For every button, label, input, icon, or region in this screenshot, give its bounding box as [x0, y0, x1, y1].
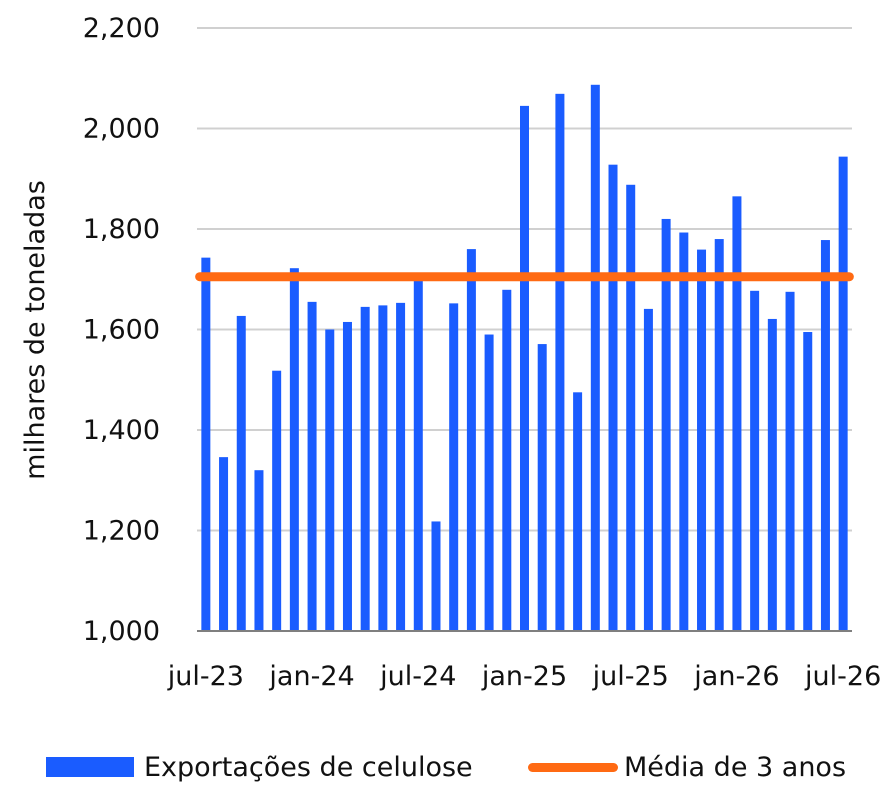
bar-jul-23: [201, 257, 211, 631]
x-tick-label: jul-23: [167, 661, 244, 692]
bar-nov-25: [697, 249, 707, 632]
bar-dez-24: [502, 289, 512, 631]
bar-abr-24: [360, 306, 370, 631]
bar-fev-24: [325, 329, 335, 631]
legend-item-average: Média de 3 anos: [528, 742, 846, 792]
legend-label-average: Média de 3 anos: [624, 751, 847, 783]
bar-out-23: [254, 470, 264, 631]
y-tick-label: 1,400: [83, 415, 160, 446]
bar-ago-23: [219, 457, 229, 631]
bar-jan-26: [732, 196, 742, 631]
y-tick-labels: 1,000 1,200 1,400 1,600 1,800 2,000 2,200: [83, 13, 160, 647]
x-tick-label: jan-24: [268, 661, 354, 692]
bar-dez-25: [714, 239, 724, 632]
bar-dez-23: [289, 268, 299, 631]
bar-mai-24: [378, 305, 388, 631]
x-tick-labels: jul-23 jan-24 jul-24 jan-25 jul-25 jan-26 jul-…: [167, 661, 882, 692]
y-tick-label: 1,000: [83, 616, 160, 647]
bars: [201, 84, 848, 632]
x-tick-label: jan-26: [693, 661, 779, 692]
bar-mar-24: [342, 321, 352, 631]
y-tick-label: 2,200: [83, 13, 160, 44]
bar-jul-24: [413, 280, 423, 631]
bar-fev-26: [750, 290, 760, 631]
bar-ago-24: [431, 521, 441, 631]
bar-set-25: [661, 218, 671, 631]
x-tick-label: jul-24: [379, 661, 456, 692]
bar-jun-25: [608, 164, 618, 631]
bar-ago-25: [643, 308, 653, 631]
legend-item-exports: Exportações de celulose: [46, 742, 473, 792]
legend-line-swatch: [528, 762, 618, 772]
bar-out-24: [466, 249, 476, 631]
y-tick-label: 1,800: [83, 214, 160, 245]
bar-abr-26: [785, 291, 795, 631]
legend-bar-swatch: [46, 757, 134, 777]
bar-mar-26: [767, 318, 777, 631]
bar-jul-26: [838, 156, 848, 631]
chart: 1,000 1,200 1,400 1,600 1,800 2,000 2,200 jul-…: [20, 13, 882, 692]
bar-nov-24: [484, 334, 494, 631]
y-tick-label: 1,600: [83, 315, 160, 346]
bar-out-25: [679, 232, 689, 631]
bar-jun-26: [820, 240, 830, 631]
bar-fev-25: [537, 344, 547, 631]
x-tick-label: jul-25: [592, 661, 669, 692]
bar-jan-24: [307, 301, 317, 631]
bar-nov-23: [272, 370, 282, 631]
bar-jun-24: [396, 302, 406, 631]
y-tick-label: 1,200: [83, 516, 160, 547]
legend-label-exports: Exportações de celulose: [144, 751, 473, 783]
bar-jan-25: [520, 105, 529, 631]
bar-mai-26: [803, 332, 813, 631]
bar-abr-25: [573, 392, 583, 631]
bar-mar-25: [555, 93, 565, 631]
bar-set-24: [449, 303, 459, 631]
legend: Exportações de celulose Média de 3 anos: [0, 742, 891, 792]
bar-set-23: [236, 315, 246, 631]
bar-jul-25: [626, 184, 636, 631]
x-tick-label: jan-25: [481, 661, 567, 692]
x-tick-label: jul-26: [804, 661, 881, 692]
y-axis-title: milhares de toneladas: [20, 180, 51, 480]
bar-mai-25: [590, 84, 600, 632]
y-tick-label: 2,000: [83, 114, 160, 145]
